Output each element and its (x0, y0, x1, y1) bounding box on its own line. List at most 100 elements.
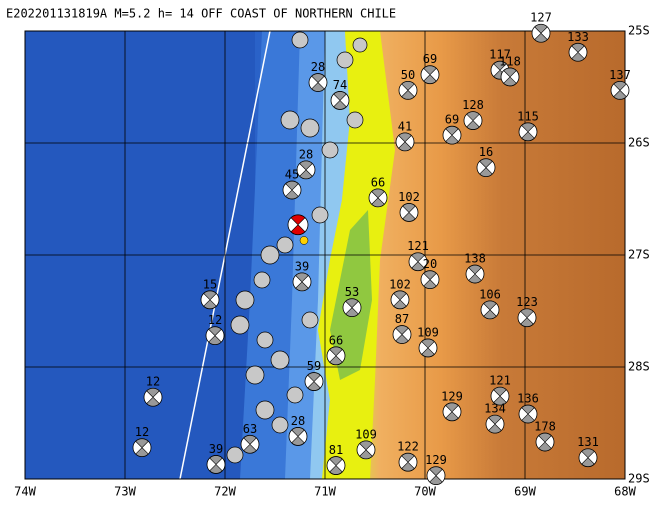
depth-label: 12 (135, 425, 149, 439)
beachball (578, 448, 598, 468)
ball-quadrant (581, 448, 595, 467)
beachball (240, 434, 260, 454)
depth-label: 45 (285, 168, 299, 182)
beachball (282, 180, 302, 200)
ball-quadrant (445, 402, 459, 421)
depth-label: 131 (577, 435, 599, 449)
beachball (442, 125, 462, 145)
lat-label: 26S (628, 136, 650, 150)
beachball (132, 438, 152, 458)
depth-label: 102 (398, 190, 420, 204)
ball-quadrant (345, 298, 359, 317)
beachball (408, 252, 428, 272)
beachball (342, 298, 362, 318)
beachball (420, 270, 440, 290)
beachball (418, 338, 438, 358)
ball-quadrant (520, 308, 534, 327)
ball-quadrant (243, 435, 257, 454)
lon-label: 73W (114, 485, 136, 499)
beachball (205, 326, 225, 346)
depth-label: 41 (398, 119, 412, 133)
lat-label: 25S (628, 24, 650, 38)
depth-label: 102 (389, 277, 411, 291)
lon-label: 70W (414, 485, 436, 499)
ball-quadrant (423, 65, 437, 84)
depth-label: 129 (441, 389, 463, 403)
ball-quadrant (290, 214, 306, 235)
ball-quadrant (466, 111, 480, 130)
beachball (368, 188, 388, 208)
beachball (426, 466, 446, 486)
depth-label: 118 (499, 54, 521, 68)
lon-label: 74W (14, 485, 36, 499)
depth-label: 123 (516, 295, 538, 309)
ball-quadrant (488, 414, 502, 434)
depth-label: 15 (203, 277, 217, 291)
lat-label: 27S (628, 248, 650, 262)
depth-label: 53 (345, 285, 359, 299)
depth-label: 69 (423, 52, 437, 66)
ball-quadrant (203, 290, 217, 309)
depth-label: 39 (295, 259, 309, 273)
beachball (535, 432, 555, 452)
ball-quadrant (146, 388, 160, 407)
beachball (517, 308, 537, 328)
ball-quadrant (208, 326, 222, 345)
depth-label: 66 (329, 333, 343, 347)
beachball (392, 325, 412, 344)
depth-label: 122 (397, 440, 419, 454)
depth-label: 136 (517, 392, 539, 406)
depth-label: 109 (417, 325, 439, 339)
lon-label: 72W (214, 485, 236, 499)
background-events (226, 31, 368, 464)
ball-quadrant (503, 67, 517, 87)
ball-quadrant (299, 160, 313, 180)
beachball (568, 42, 588, 62)
beachball (518, 122, 538, 142)
beachball (326, 456, 346, 475)
depth-label: 59 (307, 359, 321, 373)
beachball (296, 160, 316, 180)
map-title: E202201131819A M=5.2 h= 14 OFF COAST OF … (6, 7, 396, 21)
beachball (500, 67, 520, 87)
depth-label: 87 (395, 312, 409, 326)
beachball (390, 290, 410, 310)
centroid (299, 236, 309, 245)
depth-label: 74 (333, 78, 347, 92)
beachball (485, 414, 505, 434)
lon-label: 71W (314, 485, 336, 499)
ball-quadrant (333, 91, 347, 110)
ball-quadrant (468, 264, 482, 284)
depth-label: 66 (371, 175, 385, 189)
ball-quadrant (613, 81, 627, 100)
beachball (420, 65, 440, 85)
ball-quadrant (398, 132, 412, 152)
beachball (398, 452, 418, 472)
beachball (395, 132, 415, 152)
ball-quadrant (311, 73, 325, 92)
depth-label: 117 (489, 48, 511, 62)
ball-quadrant (534, 24, 548, 43)
ball-quadrant (209, 455, 223, 474)
depth-label: 178 (534, 420, 556, 434)
depth-label: 121 (489, 374, 511, 388)
depth-label: 12 (208, 313, 222, 327)
ball-quadrant (307, 372, 321, 391)
beachball (480, 300, 500, 320)
ball-quadrant (401, 81, 415, 100)
beachball (206, 455, 226, 474)
beachball (531, 23, 551, 43)
depth-label: 28 (311, 60, 325, 74)
beachball (292, 272, 312, 292)
beachball (463, 111, 483, 130)
ball-quadrant (411, 252, 425, 271)
ball-quadrant (291, 427, 305, 446)
beachball (287, 214, 309, 236)
ball-quadrant (493, 386, 507, 406)
depth-label: 39 (209, 442, 223, 456)
depth-label: 12 (146, 375, 160, 389)
depth-label: 50 (401, 68, 415, 82)
depth-label: 138 (464, 252, 486, 266)
beachball (330, 91, 350, 110)
